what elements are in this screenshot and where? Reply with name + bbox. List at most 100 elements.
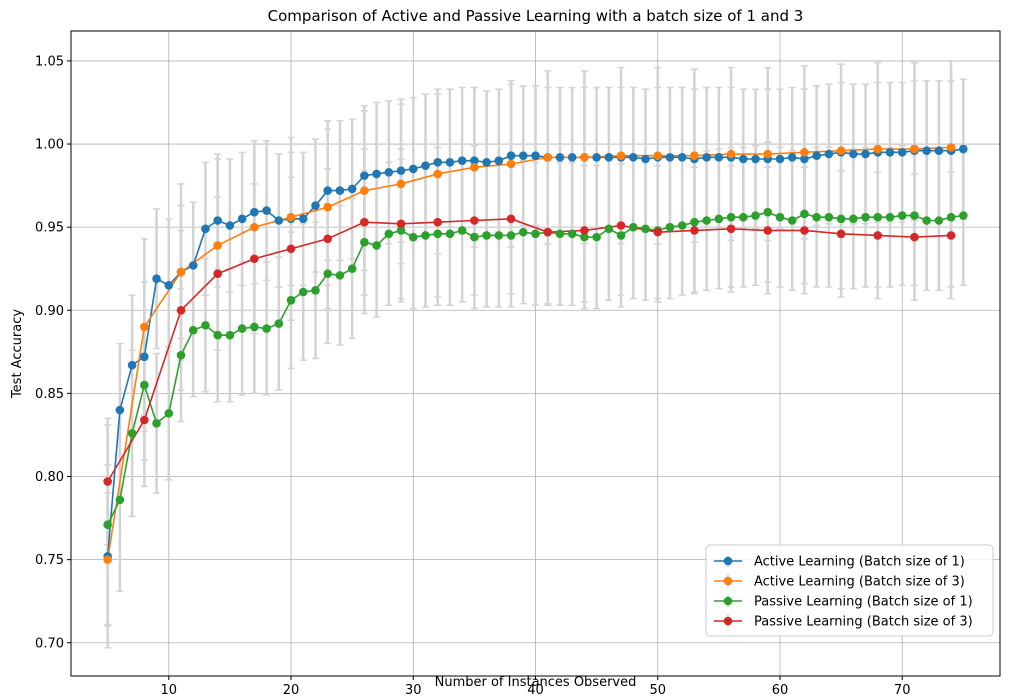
y-tick-label: 0.70 <box>35 636 64 651</box>
data-point <box>127 360 137 370</box>
series-line-4 <box>106 218 952 482</box>
data-point <box>580 153 589 162</box>
data-point <box>152 419 161 428</box>
data-point <box>250 254 259 264</box>
data-point <box>506 151 516 160</box>
data-point <box>152 274 161 283</box>
data-point <box>360 171 369 180</box>
data-point <box>323 202 332 212</box>
data-point <box>555 153 565 162</box>
x-tick-label: 60 <box>772 683 789 698</box>
x-axis-label: Number of Instances Observed <box>435 675 637 690</box>
legend-marker <box>723 556 733 566</box>
legend: Active Learning (Batch size of 1) Active … <box>705 544 994 637</box>
data-point <box>384 229 394 239</box>
data-point <box>140 322 149 332</box>
data-point <box>861 149 870 159</box>
data-point <box>922 146 931 155</box>
data-point <box>580 232 589 242</box>
data-point <box>751 211 760 220</box>
x-tick-label: 20 <box>283 683 300 698</box>
data-point <box>946 231 956 240</box>
data-point <box>910 211 919 220</box>
data-point <box>274 216 284 225</box>
data-point <box>714 153 724 162</box>
data-point <box>543 227 553 237</box>
data-point <box>897 211 907 220</box>
data-point <box>347 184 357 194</box>
data-point <box>323 269 332 279</box>
data-point <box>567 153 577 162</box>
data-point <box>763 226 773 235</box>
data-point <box>824 149 834 159</box>
x-tick-label: 30 <box>405 683 422 698</box>
data-point <box>873 231 883 240</box>
data-point <box>360 217 369 227</box>
chart-title: Comparison of Active and Passive Learnin… <box>268 7 804 25</box>
data-point <box>628 153 638 162</box>
data-point <box>311 201 320 210</box>
data-point <box>506 214 516 224</box>
data-point <box>482 158 491 167</box>
data-point <box>726 224 736 234</box>
data-point <box>396 179 406 189</box>
data-point <box>470 156 479 165</box>
data-point <box>176 350 186 360</box>
data-point <box>812 212 821 222</box>
legend-label: Active Learning (Batch size of 3) <box>754 575 965 590</box>
data-point <box>567 229 577 239</box>
series-markers-4 <box>103 214 956 486</box>
data-point <box>298 214 308 224</box>
data-point <box>384 168 394 177</box>
data-point <box>702 153 711 162</box>
series-markers-2 <box>103 143 956 564</box>
data-point <box>188 325 198 335</box>
data-point <box>433 217 443 227</box>
data-point <box>335 271 345 280</box>
data-point <box>775 212 785 222</box>
y-axis-ticks: 0.70 0.75 0.80 0.85 0.90 0.95 1.00 1.05 <box>35 54 71 651</box>
data-point <box>677 153 687 162</box>
data-point <box>262 324 271 333</box>
data-point <box>470 232 479 242</box>
data-point <box>885 148 895 157</box>
y-tick-label: 1.05 <box>35 54 64 69</box>
data-point <box>518 151 528 160</box>
data-point <box>580 226 589 235</box>
data-point <box>506 159 516 169</box>
x-axis-ticks: 10 20 30 40 50 60 70 <box>161 676 910 698</box>
data-point <box>628 222 638 232</box>
x-tick-label: 40 <box>527 683 544 698</box>
data-point <box>849 214 858 224</box>
data-point <box>946 143 956 152</box>
data-point <box>946 212 956 222</box>
data-point <box>298 287 308 297</box>
data-point <box>653 151 663 160</box>
data-point <box>787 153 797 162</box>
data-point <box>360 186 369 195</box>
data-point <box>531 151 540 160</box>
data-point <box>739 212 748 222</box>
data-point <box>470 163 479 172</box>
data-point <box>396 219 406 229</box>
data-point <box>323 234 332 244</box>
data-point <box>641 154 650 164</box>
x-tick-label: 50 <box>649 683 666 698</box>
data-point <box>873 212 883 222</box>
data-point <box>396 226 406 235</box>
data-point <box>959 144 968 154</box>
data-point <box>421 161 430 170</box>
data-point <box>653 227 663 237</box>
data-point <box>665 153 675 162</box>
data-point <box>103 477 112 486</box>
data-point <box>739 154 748 164</box>
data-point <box>518 227 528 237</box>
data-point <box>396 166 406 175</box>
data-point <box>103 520 112 530</box>
data-point <box>800 209 809 219</box>
data-point <box>861 212 870 222</box>
data-point <box>127 428 137 438</box>
data-point <box>311 286 320 295</box>
data-point <box>421 231 430 240</box>
data-point <box>494 231 504 240</box>
